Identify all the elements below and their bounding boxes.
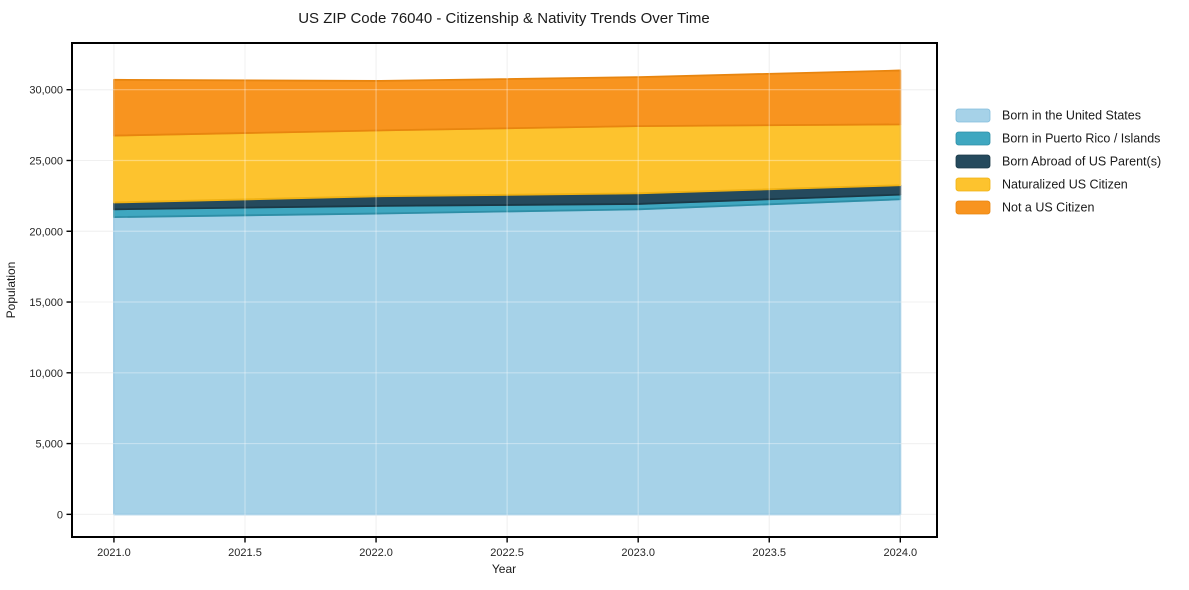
legend: Born in the United States Born in Puerto… [955, 108, 1161, 215]
x-tick-label: 2023.0 [621, 547, 655, 559]
legend-item: Naturalized US Citizen [955, 177, 1128, 192]
legend-label: Born in Puerto Rico / Islands [1002, 132, 1160, 146]
legend-swatch [955, 131, 991, 146]
legend-swatch [955, 154, 991, 169]
legend-swatch [955, 108, 991, 123]
x-axis-ticks: 2021.0 2021.5 2022.0 2022.5 2023.0 2023.5 2024… [97, 537, 917, 559]
y-tick-label: 0 [57, 509, 63, 521]
gridlines-over [72, 43, 937, 537]
legend-item: Born Abroad of US Parent(s) [955, 154, 1161, 169]
x-tick-label: 2023.5 [752, 547, 786, 559]
y-tick-label: 15,000 [29, 297, 63, 309]
y-tick-label: 25,000 [29, 155, 63, 167]
x-tick-label: 2021.0 [97, 547, 131, 559]
chart-title: US ZIP Code 76040 - Citizenship & Nativi… [298, 10, 710, 27]
x-axis-label: Year [492, 562, 516, 576]
y-tick-label: 30,000 [29, 85, 63, 97]
y-tick-label: 20,000 [29, 226, 63, 238]
legend-label: Not a US Citizen [1002, 201, 1094, 215]
legend-label: Born in the United States [1002, 109, 1141, 123]
y-axis-ticks: 0 5,000 10,000 15,000 20,000 25,000 30,000 [29, 85, 72, 521]
legend-item: Not a US Citizen [955, 200, 1094, 215]
x-tick-label: 2024.0 [883, 547, 917, 559]
legend-item: Born in Puerto Rico / Islands [955, 131, 1160, 146]
legend-swatch [955, 200, 991, 215]
stacked-areas [113, 69, 902, 516]
legend-label: Naturalized US Citizen [1002, 178, 1128, 192]
x-tick-label: 2022.0 [359, 547, 393, 559]
y-tick-label: 5,000 [35, 439, 63, 451]
plot-frame [71, 42, 938, 538]
x-tick-label: 2022.5 [490, 547, 524, 559]
legend-item: Born in the United States [955, 108, 1141, 123]
legend-label: Born Abroad of US Parent(s) [1002, 155, 1161, 169]
area-series-4 [113, 69, 902, 137]
y-tick-label: 10,000 [29, 368, 63, 380]
legend-swatch [955, 177, 991, 192]
x-tick-label: 2021.5 [228, 547, 262, 559]
y-axis-label: Population [4, 262, 18, 319]
